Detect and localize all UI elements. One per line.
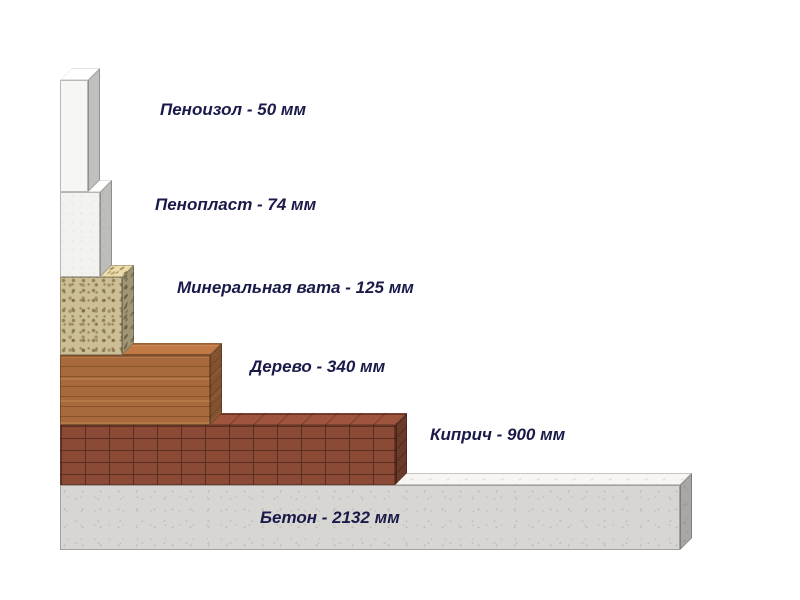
bar-side-foam [100,180,112,277]
material-layer-brick [60,425,395,485]
label-concrete: Бетон - 2132 мм [260,508,400,528]
material-layer-foam [60,192,100,277]
bar-side-mineral [122,265,134,355]
bar-front-foam [60,192,100,277]
bar-side-brick [395,413,407,485]
label-mineral: Минеральная вата - 125 мм [177,278,414,298]
bar-front-penoizol [60,80,88,192]
material-layer-penoizol [60,80,88,192]
bar-front-brick [60,425,395,485]
thermal-insulation-diagram: Бетон - 2132 мм Киприч - 900 мм Дерево - 3… [60,30,740,570]
bar-side-concrete [680,473,692,550]
material-layer-wood [60,355,210,425]
label-foam: Пенопласт - 74 мм [155,195,316,215]
bar-front-wood [60,355,210,425]
label-wood: Дерево - 340 мм [250,357,385,377]
bar-side-wood [210,343,222,425]
bar-side-penoizol [88,68,100,192]
label-brick: Киприч - 900 мм [430,425,565,445]
material-layer-mineral [60,277,122,355]
bar-front-mineral [60,277,122,355]
label-penoizol: Пеноизол - 50 мм [160,100,306,120]
